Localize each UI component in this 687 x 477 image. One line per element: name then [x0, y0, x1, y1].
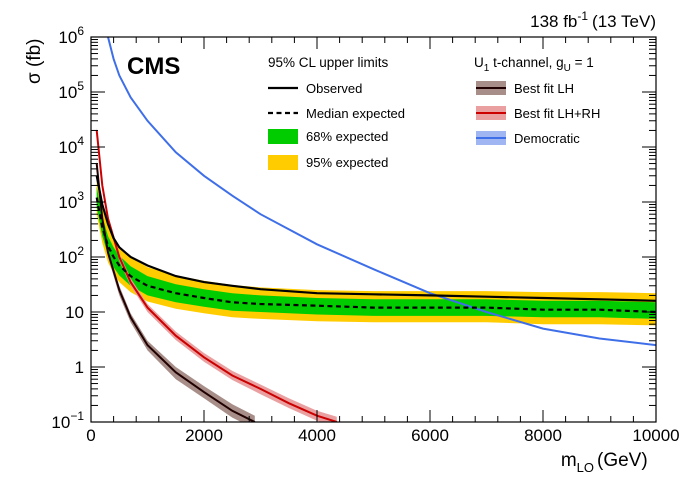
y-axis-title: σ (fb) [24, 38, 45, 84]
legend-95-swatch [268, 155, 298, 170]
y-tick-label: 104 [58, 134, 84, 157]
lines-layer [95, 37, 656, 422]
x-tick-label: 0 [86, 426, 95, 445]
x-tick-label: 10000 [632, 426, 679, 445]
legend-right: U1 t-channel, gU = 1 Best fit LH Best fi… [474, 55, 600, 146]
y-tick-label: 10−1 [51, 409, 84, 432]
line-median-expected [95, 197, 656, 314]
band-best-fit-lh [96, 160, 255, 422]
x-tick-label: 4000 [298, 426, 336, 445]
legend-lh-label: Best fit LH [514, 81, 574, 96]
legend-right-header: U1 t-channel, gU = 1 [474, 55, 594, 74]
legend-left-header: 95% CL upper limits [268, 55, 389, 70]
band-95-expected [96, 175, 656, 326]
y-tick-label: 103 [58, 189, 84, 212]
legend-left: 95% CL upper limits Observed Median expe… [268, 55, 405, 170]
axis-ticks [90, 36, 657, 423]
legend-right-header-main: U [474, 55, 484, 70]
legend-right-header-mid: t-channel, g [489, 55, 563, 70]
luminosity-label: 138 fb-1 (13 TeV) [530, 9, 656, 31]
lumi-energy: (13 TeV) [592, 12, 656, 31]
bands-layer [96, 127, 656, 422]
line-observed [95, 175, 656, 302]
legend-right-header-tail: = 1 [571, 55, 594, 70]
x-tick-label: 2000 [185, 426, 223, 445]
y-tick-label: 105 [58, 79, 84, 102]
band-best-fit-lhrh [96, 127, 337, 422]
legend-68-label: 68% expected [306, 129, 388, 144]
lumi-value: 138 fb [530, 12, 577, 31]
legend-expected-label: Median expected [306, 106, 405, 121]
y-tick-label: 102 [58, 244, 84, 267]
legend-right-header-sub2: U [564, 63, 571, 74]
legend-lhrh-label: Best fit LH+RH [514, 106, 600, 121]
plot-frame [90, 36, 657, 423]
x-axis-title-main: m [561, 450, 577, 471]
x-axis-title-sub: LQ [577, 460, 594, 472]
legend-68-swatch [268, 129, 298, 144]
x-axis-title-unit: (GeV) [597, 450, 648, 471]
legend-observed-label: Observed [306, 81, 362, 96]
legend-democratic-label: Democratic [514, 131, 580, 146]
line-democratic [107, 37, 656, 347]
y-tick-label: 10 [65, 303, 84, 322]
experiment-label: CMS [127, 53, 180, 80]
y-tick-label: 106 [58, 24, 84, 47]
x-tick-label: 8000 [524, 426, 562, 445]
line-best-fit-lhrh [95, 130, 338, 422]
x-tick-label: 6000 [411, 426, 449, 445]
x-axis-title: mLQ [561, 450, 594, 472]
legend-right-header-sub1: 1 [484, 63, 490, 74]
y-tick-label: 1 [75, 358, 84, 377]
legend-95-label: 95% expected [306, 155, 388, 170]
axis-tick-labels: 0 2000 4000 6000 8000 10000 10−1 1 10 102 103 104 10… [51, 24, 679, 445]
lumi-exponent: -1 [577, 9, 588, 23]
band-68-expected [96, 186, 656, 319]
